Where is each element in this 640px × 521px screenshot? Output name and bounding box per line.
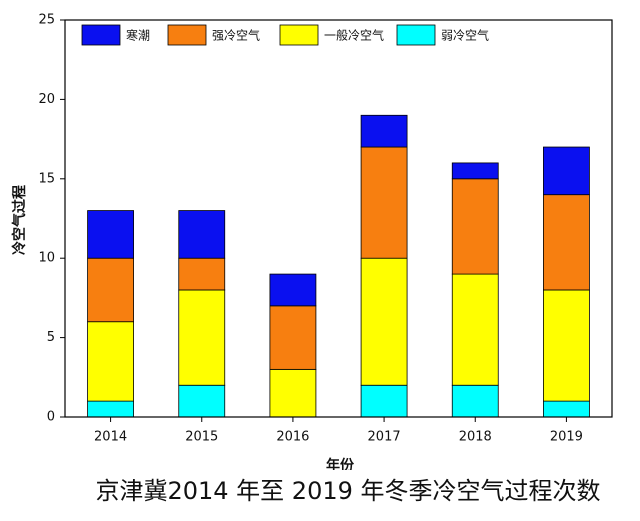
y-axis-label: 冷空气过程 [11, 185, 28, 255]
caption: 京津冀2014 年至 2019 年冬季冷空气过程次数 [95, 477, 600, 505]
x-tick-label: 2014 [94, 430, 127, 445]
y-tick-label: 0 [47, 410, 55, 425]
bar-segment [269, 273, 317, 307]
bar-segment [543, 400, 590, 418]
bar-segment [451, 162, 499, 180]
bar-segment [178, 210, 226, 259]
bar-segment [543, 194, 590, 291]
bar-segment [451, 384, 499, 418]
x-tick-label: 2016 [276, 430, 309, 445]
legend-swatch [81, 24, 121, 46]
legend-label: 弱冷空气 [441, 28, 489, 43]
bar-segment [451, 273, 499, 386]
bar-segment [451, 178, 499, 275]
bar-segment [87, 257, 134, 323]
bar-segment [360, 114, 408, 148]
bar-segment [269, 368, 317, 418]
legend-swatch [396, 24, 436, 46]
legend-swatch [167, 24, 207, 46]
y-tick-label: 15 [38, 171, 55, 186]
bar-segment [178, 289, 226, 386]
y-tick-label: 20 [38, 92, 55, 107]
y-tick-label: 10 [38, 251, 55, 266]
x-tick-label: 2017 [368, 430, 401, 445]
bar-segment [360, 384, 408, 418]
x-tick-label: 2015 [185, 430, 218, 445]
y-tick-label: 5 [47, 330, 55, 345]
bar-segment [87, 321, 134, 402]
bar-segment [178, 257, 226, 291]
legend-label: 强冷空气 [212, 28, 260, 43]
bar-segment [178, 384, 226, 418]
y-tick-label: 25 [38, 13, 55, 28]
caption-background [0, 470, 640, 521]
bar-segment [269, 305, 317, 370]
bar-segment [543, 289, 590, 402]
legend-swatch [279, 24, 319, 46]
plot-frame [64, 19, 613, 418]
x-tick-label: 2019 [550, 430, 583, 445]
bar-segment [87, 400, 134, 418]
legend-label: 一般冷空气 [324, 28, 384, 43]
bar-segment [360, 257, 408, 386]
legend-label: 寒潮 [126, 28, 150, 43]
x-axis-label: 年份 [326, 457, 355, 474]
x-tick-label: 2018 [459, 430, 492, 445]
bar-segment [360, 146, 408, 259]
bar-segment [87, 210, 134, 259]
bar-segment [543, 146, 590, 196]
